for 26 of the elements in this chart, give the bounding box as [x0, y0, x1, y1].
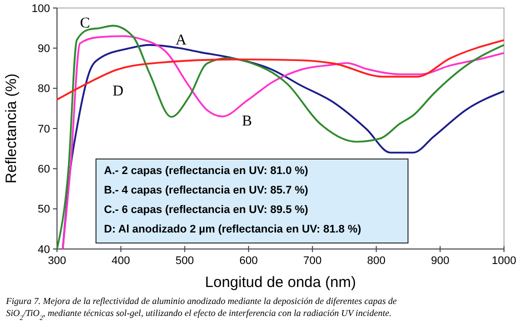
text: Figura 7. Mejora de la reflectividad de aluminio anodizado mediante la deposición de diferentes capas de SiO$_{2}$/TiO$_{2}$, mediante técnicas sol-gel, utilizando el efecto de interferencia con la radiación UV incidente.	[5, 296, 397, 322]
series-label: B	[242, 113, 252, 130]
annotation: B.- 4 capas (reflectancia en UV: 85.7 %)	[104, 184, 309, 196]
annotation: A.- 2 capas (reflectancia en UV: 81.0 %)	[104, 165, 309, 177]
series-label: A	[176, 32, 187, 48]
y-tick-label: 60	[38, 164, 50, 176]
y-tick-label: 50	[38, 204, 50, 216]
x-tick-label: 400	[112, 255, 130, 267]
x-axis-title: Longitud de onda (nm)	[205, 274, 356, 291]
x-tick-label: 900	[430, 255, 450, 267]
y-tick-label: 90	[38, 43, 50, 56]
series-label: C	[80, 15, 90, 32]
y-tick-label: 70	[38, 123, 50, 136]
x-tick-label: 1000	[492, 255, 516, 267]
y-tick-label: 80	[38, 83, 50, 96]
series-label: D	[112, 83, 124, 100]
x-tick-label: 500	[176, 255, 194, 267]
x-tick-label: 800	[367, 255, 386, 267]
annotation: D: Al anodizado 2 µm (reflectancia en UV: 81.8 %)	[104, 224, 362, 236]
y-axis-title: Reflectancia (%)	[3, 73, 20, 184]
x-tick-label: 700	[303, 255, 322, 267]
x-tick-label: 600	[239, 255, 258, 267]
x-tick-label: 300	[48, 255, 66, 267]
y-tick-label: 100	[32, 2, 50, 15]
annotation: C.- 6 capas (reflectancia en UV: 89.5 %)	[104, 204, 309, 216]
y-tick-label: 40	[38, 244, 50, 256]
